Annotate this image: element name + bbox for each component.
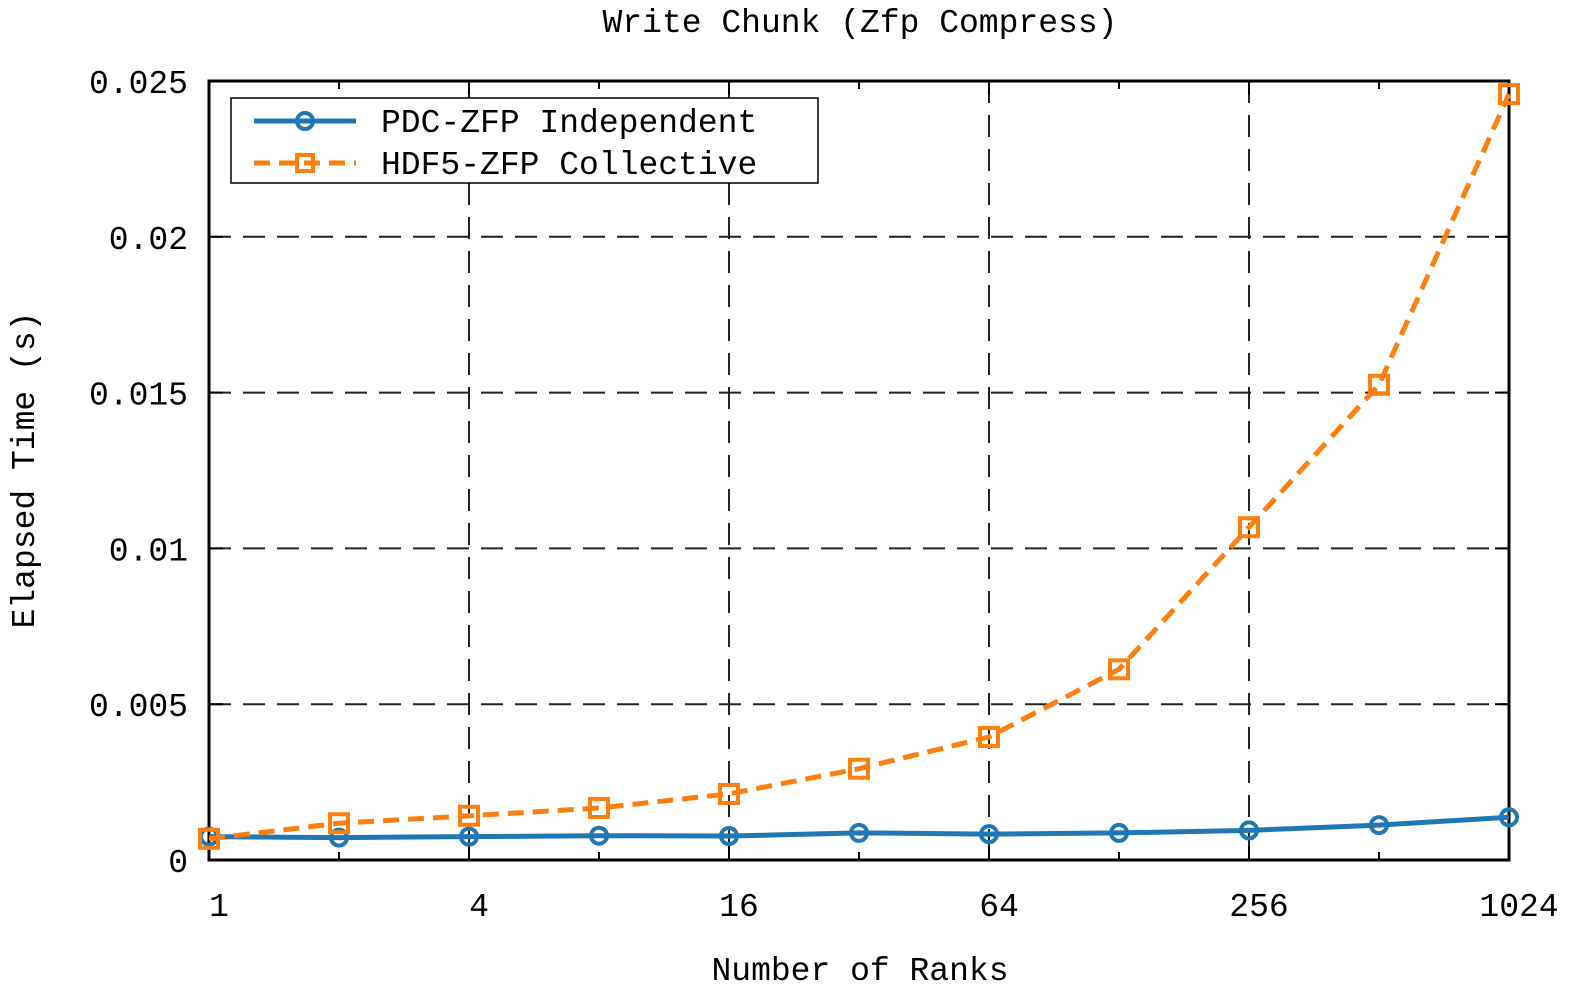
data-point: [1238, 516, 1260, 539]
legend-box: [230, 97, 819, 184]
legend-label-hdf5-zfp: HDF5-ZFP Collective: [381, 147, 757, 184]
data-point: [1499, 807, 1519, 828]
legend-marker-pdc-zfp: [295, 111, 315, 131]
x-axis-label: Number of Ranks: [711, 953, 1008, 988]
data-point: [329, 827, 349, 848]
series-line: [208, 93, 1512, 842]
grid: [209, 81, 1509, 860]
series-layer: [198, 83, 1520, 850]
legend: PDC-ZFP Independent HDF5-ZFP Collective: [230, 97, 819, 184]
data-point: [719, 826, 739, 847]
data-point: [1239, 820, 1259, 841]
axis-ticks: 1 4 16 64 256 1024 0 0.005 0.01 0.015 0.02 0.025: [89, 66, 1559, 926]
data-point: [1108, 658, 1130, 681]
data-point: [849, 822, 869, 843]
data-point: [979, 824, 999, 845]
data-point: [198, 827, 220, 850]
data-point: [718, 782, 740, 805]
x-tick-label: 64: [979, 889, 1019, 926]
data-point: [1109, 822, 1129, 843]
plot-frame: [207, 79, 1511, 862]
data-point: [458, 804, 480, 827]
y-axis-label: Elapsed Time (s): [7, 312, 44, 629]
y-tick-label: 0.015: [89, 378, 188, 415]
x-tick-label: 16: [719, 889, 759, 926]
series-1: [198, 83, 1520, 850]
x-tick-label: 4: [469, 889, 489, 926]
x-tick-label: 1024: [1479, 889, 1558, 926]
y-tick-label: 0.02: [109, 222, 188, 259]
data-point: [1369, 815, 1389, 836]
legend-label-pdc-zfp: PDC-ZFP Independent: [381, 105, 757, 142]
legend-marker-hdf5-zfp: [295, 153, 315, 173]
y-tick-label: 0.01: [109, 533, 188, 570]
y-tick-label: 0.025: [89, 66, 188, 103]
series-line: [208, 814, 1510, 841]
x-tick-label: 1: [209, 889, 229, 926]
data-point: [459, 826, 479, 847]
data-point: [588, 796, 610, 819]
series-0: [199, 807, 1519, 848]
x-tick-label: 256: [1229, 889, 1288, 926]
data-point: [848, 757, 870, 780]
data-point: [1498, 83, 1520, 106]
data-point: [1368, 373, 1390, 396]
data-point: [978, 725, 1000, 748]
chart-title: Write Chunk (Zfp Compress): [603, 5, 1118, 42]
y-tick-label: 0.005: [89, 689, 188, 726]
data-point: [589, 825, 609, 846]
data-point: [328, 812, 350, 835]
y-tick-label: 0: [168, 845, 188, 882]
